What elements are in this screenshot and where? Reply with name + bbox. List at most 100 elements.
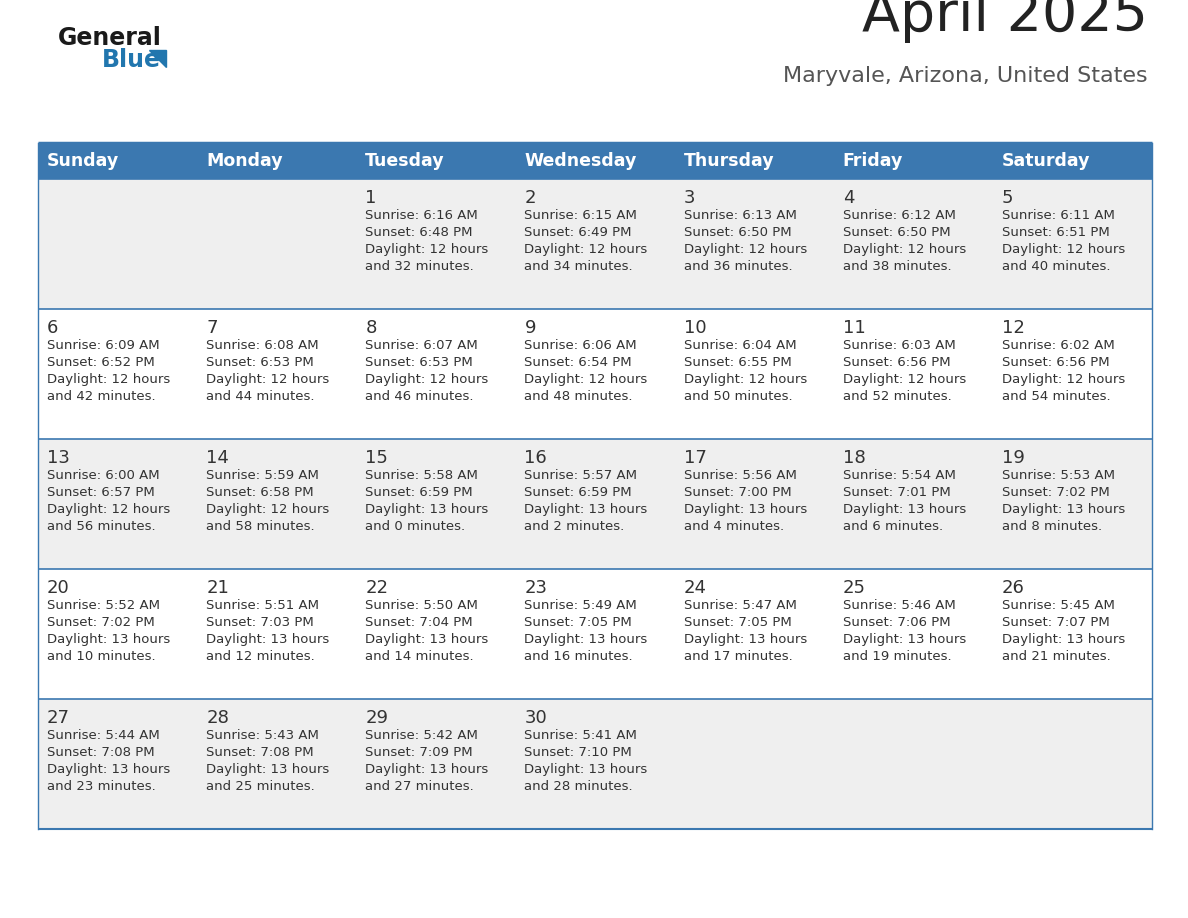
- Text: Sunset: 7:02 PM: Sunset: 7:02 PM: [1001, 486, 1110, 499]
- Text: Sunrise: 6:07 AM: Sunrise: 6:07 AM: [365, 339, 478, 352]
- Text: Daylight: 13 hours: Daylight: 13 hours: [207, 763, 329, 776]
- Text: and 52 minutes.: and 52 minutes.: [842, 390, 952, 403]
- Text: and 48 minutes.: and 48 minutes.: [524, 390, 633, 403]
- Text: and 8 minutes.: and 8 minutes.: [1001, 520, 1102, 533]
- Text: Sunrise: 5:54 AM: Sunrise: 5:54 AM: [842, 469, 955, 482]
- Text: 28: 28: [207, 709, 229, 727]
- Text: 6: 6: [48, 319, 58, 337]
- Text: Sunset: 7:04 PM: Sunset: 7:04 PM: [365, 616, 473, 629]
- Text: Sunrise: 5:59 AM: Sunrise: 5:59 AM: [207, 469, 320, 482]
- Text: and 10 minutes.: and 10 minutes.: [48, 650, 156, 663]
- Bar: [38, 143, 1152, 179]
- Text: Daylight: 13 hours: Daylight: 13 hours: [842, 503, 966, 516]
- Text: Sunrise: 6:06 AM: Sunrise: 6:06 AM: [524, 339, 637, 352]
- Text: Sunset: 7:00 PM: Sunset: 7:00 PM: [683, 486, 791, 499]
- Text: 27: 27: [48, 709, 70, 727]
- Text: Daylight: 13 hours: Daylight: 13 hours: [683, 633, 807, 646]
- Text: Daylight: 12 hours: Daylight: 12 hours: [48, 373, 170, 386]
- Text: Sunset: 7:09 PM: Sunset: 7:09 PM: [365, 746, 473, 759]
- Text: 16: 16: [524, 449, 548, 467]
- Text: Daylight: 13 hours: Daylight: 13 hours: [365, 763, 488, 776]
- Text: Daylight: 13 hours: Daylight: 13 hours: [524, 633, 647, 646]
- Text: Sunset: 7:03 PM: Sunset: 7:03 PM: [207, 616, 314, 629]
- Text: Sunrise: 6:16 AM: Sunrise: 6:16 AM: [365, 209, 478, 222]
- Text: Monday: Monday: [207, 152, 283, 170]
- Text: Daylight: 12 hours: Daylight: 12 hours: [842, 243, 966, 256]
- Text: Sunrise: 5:44 AM: Sunrise: 5:44 AM: [48, 729, 159, 742]
- Text: 2: 2: [524, 189, 536, 207]
- Text: Daylight: 12 hours: Daylight: 12 hours: [1001, 373, 1125, 386]
- Text: Sunrise: 6:00 AM: Sunrise: 6:00 AM: [48, 469, 159, 482]
- Text: 12: 12: [1001, 319, 1025, 337]
- Text: Sunset: 6:48 PM: Sunset: 6:48 PM: [365, 226, 473, 239]
- Text: 15: 15: [365, 449, 388, 467]
- Text: and 40 minutes.: and 40 minutes.: [1001, 260, 1111, 273]
- Text: Daylight: 12 hours: Daylight: 12 hours: [524, 373, 647, 386]
- Text: Sunrise: 6:09 AM: Sunrise: 6:09 AM: [48, 339, 159, 352]
- Text: Sunset: 7:10 PM: Sunset: 7:10 PM: [524, 746, 632, 759]
- Text: Daylight: 12 hours: Daylight: 12 hours: [207, 503, 329, 516]
- Text: and 58 minutes.: and 58 minutes.: [207, 520, 315, 533]
- Text: and 44 minutes.: and 44 minutes.: [207, 390, 315, 403]
- Text: 8: 8: [365, 319, 377, 337]
- Text: 9: 9: [524, 319, 536, 337]
- Text: Daylight: 12 hours: Daylight: 12 hours: [1001, 243, 1125, 256]
- Text: Maryvale, Arizona, United States: Maryvale, Arizona, United States: [783, 66, 1148, 86]
- Text: 29: 29: [365, 709, 388, 727]
- Text: Sunset: 6:55 PM: Sunset: 6:55 PM: [683, 356, 791, 369]
- Text: Sunrise: 5:50 AM: Sunrise: 5:50 AM: [365, 599, 478, 612]
- Text: 5: 5: [1001, 189, 1013, 207]
- Text: Daylight: 13 hours: Daylight: 13 hours: [48, 763, 170, 776]
- Text: Daylight: 13 hours: Daylight: 13 hours: [842, 633, 966, 646]
- Text: Saturday: Saturday: [1001, 152, 1091, 170]
- Text: and 12 minutes.: and 12 minutes.: [207, 650, 315, 663]
- Text: and 23 minutes.: and 23 minutes.: [48, 780, 156, 793]
- Text: and 56 minutes.: and 56 minutes.: [48, 520, 156, 533]
- Text: Sunrise: 6:12 AM: Sunrise: 6:12 AM: [842, 209, 955, 222]
- Text: 19: 19: [1001, 449, 1025, 467]
- Text: Sunrise: 6:08 AM: Sunrise: 6:08 AM: [207, 339, 318, 352]
- Text: and 0 minutes.: and 0 minutes.: [365, 520, 466, 533]
- Text: 25: 25: [842, 579, 866, 597]
- Text: Sunrise: 5:49 AM: Sunrise: 5:49 AM: [524, 599, 637, 612]
- Text: Sunrise: 5:43 AM: Sunrise: 5:43 AM: [207, 729, 320, 742]
- Text: 3: 3: [683, 189, 695, 207]
- Text: and 27 minutes.: and 27 minutes.: [365, 780, 474, 793]
- Text: Sunrise: 5:52 AM: Sunrise: 5:52 AM: [48, 599, 160, 612]
- Text: Sunset: 7:08 PM: Sunset: 7:08 PM: [207, 746, 314, 759]
- Text: Sunset: 7:06 PM: Sunset: 7:06 PM: [842, 616, 950, 629]
- Text: Sunrise: 6:15 AM: Sunrise: 6:15 AM: [524, 209, 637, 222]
- Bar: [38, 439, 1152, 569]
- Text: Sunset: 6:53 PM: Sunset: 6:53 PM: [365, 356, 473, 369]
- Text: Daylight: 13 hours: Daylight: 13 hours: [207, 633, 329, 646]
- Text: 4: 4: [842, 189, 854, 207]
- Text: Tuesday: Tuesday: [365, 152, 446, 170]
- Text: Sunrise: 5:57 AM: Sunrise: 5:57 AM: [524, 469, 638, 482]
- Text: and 46 minutes.: and 46 minutes.: [365, 390, 474, 403]
- Text: Sunrise: 5:58 AM: Sunrise: 5:58 AM: [365, 469, 478, 482]
- Text: 24: 24: [683, 579, 707, 597]
- Text: Friday: Friday: [842, 152, 903, 170]
- Text: Sunset: 6:51 PM: Sunset: 6:51 PM: [1001, 226, 1110, 239]
- Text: Daylight: 13 hours: Daylight: 13 hours: [524, 763, 647, 776]
- Text: Daylight: 13 hours: Daylight: 13 hours: [365, 633, 488, 646]
- Text: and 28 minutes.: and 28 minutes.: [524, 780, 633, 793]
- Text: Sunrise: 6:11 AM: Sunrise: 6:11 AM: [1001, 209, 1114, 222]
- Text: and 38 minutes.: and 38 minutes.: [842, 260, 952, 273]
- Text: Sunrise: 5:42 AM: Sunrise: 5:42 AM: [365, 729, 478, 742]
- Text: and 14 minutes.: and 14 minutes.: [365, 650, 474, 663]
- Text: Daylight: 12 hours: Daylight: 12 hours: [365, 243, 488, 256]
- Text: and 21 minutes.: and 21 minutes.: [1001, 650, 1111, 663]
- Text: Daylight: 13 hours: Daylight: 13 hours: [1001, 633, 1125, 646]
- Text: and 19 minutes.: and 19 minutes.: [842, 650, 952, 663]
- Bar: [38, 699, 1152, 829]
- Text: 14: 14: [207, 449, 229, 467]
- Text: Daylight: 12 hours: Daylight: 12 hours: [207, 373, 329, 386]
- Text: Daylight: 12 hours: Daylight: 12 hours: [842, 373, 966, 386]
- Text: Daylight: 12 hours: Daylight: 12 hours: [48, 503, 170, 516]
- Text: Sunset: 6:59 PM: Sunset: 6:59 PM: [524, 486, 632, 499]
- Text: and 54 minutes.: and 54 minutes.: [1001, 390, 1111, 403]
- Text: Thursday: Thursday: [683, 152, 775, 170]
- Text: Sunrise: 6:04 AM: Sunrise: 6:04 AM: [683, 339, 796, 352]
- Text: 20: 20: [48, 579, 70, 597]
